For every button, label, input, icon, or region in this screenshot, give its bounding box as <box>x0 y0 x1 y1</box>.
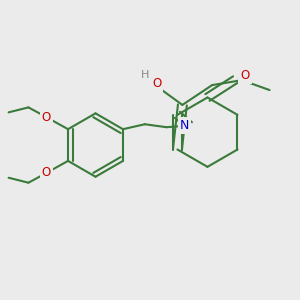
Text: N: N <box>180 119 189 132</box>
Text: O: O <box>42 111 51 124</box>
Text: O: O <box>152 76 161 90</box>
Text: H: H <box>141 70 149 80</box>
Text: O: O <box>241 69 250 82</box>
Text: O: O <box>42 166 51 179</box>
